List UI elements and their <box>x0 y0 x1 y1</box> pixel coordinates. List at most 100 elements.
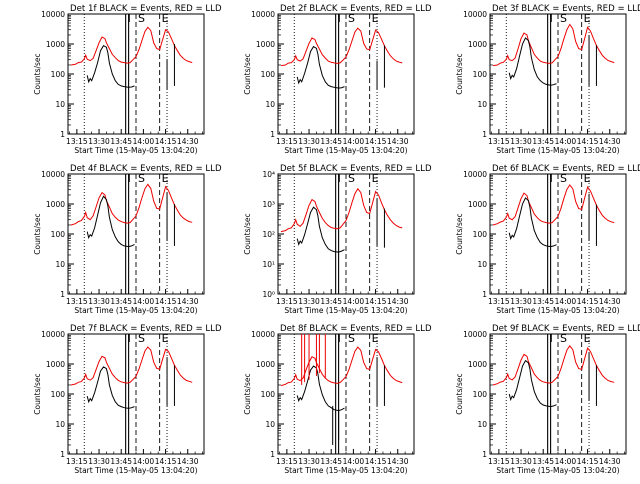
marker-label: I <box>128 172 131 185</box>
y-tick-label: 100 <box>51 230 66 239</box>
events-curve <box>508 197 557 248</box>
x-tick-label: 13:30 <box>510 297 532 306</box>
x-axis-label: Start Time (15-May-05 13:04:20) <box>74 306 197 315</box>
y-tick-label: 1000 <box>46 360 65 369</box>
x-tick-label: 14:15 <box>365 137 387 146</box>
x-tick-label: 13:30 <box>510 137 532 146</box>
y-tick-label: 10000 <box>463 330 487 339</box>
y-tick-label: 10 <box>265 100 275 109</box>
lld-curve <box>70 346 193 386</box>
x-tick-label: 14:30 <box>387 457 409 466</box>
marker-label: I <box>338 332 341 345</box>
y-axis-label: Counts/sec <box>33 53 42 94</box>
x-tick-label: 14:00 <box>343 137 365 146</box>
lld-curve <box>280 27 403 67</box>
x-tick-label: 14:15 <box>155 137 177 146</box>
panel-title: Det 7f BLACK = Events, RED = LLD <box>70 324 222 334</box>
y-axis-label: Counts/sec <box>243 213 252 254</box>
panel-6: Det 6f BLACK = Events, RED = LLD 1 10 100 10… <box>455 164 640 315</box>
marker-label: S <box>138 172 145 185</box>
x-axis-label: Start Time (15-May-05 13:04:20) <box>496 146 619 155</box>
y-tick-label: 1000 <box>468 200 487 209</box>
y-tick-label: 10000 <box>251 10 275 19</box>
x-axis-label: Start Time (15-May-05 13:04:20) <box>496 466 619 475</box>
y-tick-label: 100 <box>261 390 276 399</box>
x-tick-label: 13:45 <box>320 137 342 146</box>
y-tick-label: 1000 <box>46 200 65 209</box>
x-tick-label: 14:15 <box>365 457 387 466</box>
events-curve <box>508 359 557 408</box>
lld-curve <box>70 183 193 226</box>
x-tick-label: 13:15 <box>276 297 298 306</box>
x-tick-label: 13:15 <box>66 457 88 466</box>
marker-label: I <box>128 332 131 345</box>
x-tick-label: 13:45 <box>110 297 132 306</box>
x-tick-label: 14:30 <box>177 297 199 306</box>
y-tick-label: 10000 <box>463 170 487 179</box>
x-tick-label: 14:00 <box>133 297 155 306</box>
events-curve <box>86 366 135 409</box>
x-tick-label: 13:30 <box>298 137 320 146</box>
panel-3: Det 3f BLACK = Events, RED = LLD 1 10 100 10… <box>455 4 640 155</box>
x-tick-label: 14:00 <box>555 297 577 306</box>
events-curve <box>296 365 345 412</box>
y-tick-label: 1000 <box>256 40 275 49</box>
x-axis-label: Start Time (15-May-05 13:04:20) <box>284 466 407 475</box>
x-tick-label: 13:45 <box>110 457 132 466</box>
marker-label: I <box>550 172 553 185</box>
x-axis-label: Start Time (15-May-05 13:04:20) <box>74 466 197 475</box>
marker-label: E <box>162 12 169 25</box>
y-axis-label: Counts/sec <box>455 53 464 94</box>
panel-title: Det 9f BLACK = Events, RED = LLD <box>492 324 640 334</box>
panel-5: Det 5f BLACK = Events, RED = LLD 10⁰ 10¹ 10… <box>243 164 432 315</box>
x-tick-label: 14:30 <box>177 137 199 146</box>
y-tick-label: 10 <box>477 260 487 269</box>
y-tick-label: 100 <box>473 390 488 399</box>
marker-label: E <box>372 12 379 25</box>
lld-curve <box>492 184 615 226</box>
x-axis-label: Start Time (15-May-05 13:04:20) <box>496 306 619 315</box>
marker-label: E <box>162 332 169 345</box>
marker-label: I <box>338 12 341 25</box>
y-tick-label: 1 <box>270 450 275 459</box>
marker-label: S <box>138 12 145 25</box>
marker-label: E <box>372 332 379 345</box>
x-tick-label: 13:30 <box>88 297 110 306</box>
marker-label: E <box>584 12 591 25</box>
y-tick-label: 1000 <box>46 40 65 49</box>
x-tick-label: 14:30 <box>387 297 409 306</box>
y-axis-label: Counts/sec <box>33 213 42 254</box>
y-axis-label: Counts/sec <box>243 373 252 414</box>
y-tick-label: 1000 <box>468 40 487 49</box>
lld-curve <box>492 23 615 67</box>
x-axis-label: Start Time (15-May-05 13:04:20) <box>74 146 197 155</box>
y-tick-label: 100 <box>473 70 488 79</box>
y-tick-label: 10⁴ <box>262 170 275 179</box>
y-tick-label: 1000 <box>468 360 487 369</box>
x-tick-label: 14:00 <box>133 137 155 146</box>
marker-label: I <box>338 172 341 185</box>
panel-4: Det 4f BLACK = Events, RED = LLD 1 10 100 10… <box>33 164 222 315</box>
marker-label: E <box>162 172 169 185</box>
x-tick-label: 13:45 <box>532 457 554 466</box>
x-tick-label: 14:30 <box>599 297 621 306</box>
panel-title: Det 2f BLACK = Events, RED = LLD <box>280 4 432 14</box>
y-axis-label: Counts/sec <box>455 373 464 414</box>
x-tick-label: 13:15 <box>488 137 510 146</box>
y-tick-label: 100 <box>261 70 276 79</box>
lld-curve <box>70 26 193 66</box>
y-tick-label: 10⁰ <box>262 290 275 299</box>
panel-title: Det 3f BLACK = Events, RED = LLD <box>492 4 640 14</box>
y-tick-label: 100 <box>51 70 66 79</box>
x-tick-label: 13:15 <box>66 297 88 306</box>
panel-title: Det 8f BLACK = Events, RED = LLD <box>280 324 432 334</box>
panel-title: Det 1f BLACK = Events, RED = LLD <box>70 4 222 14</box>
x-tick-label: 14:00 <box>343 297 365 306</box>
marker-label: E <box>584 332 591 345</box>
events-curve <box>296 45 345 89</box>
x-tick-label: 14:15 <box>155 297 177 306</box>
marker-label: I <box>550 12 553 25</box>
x-tick-label: 14:15 <box>577 297 599 306</box>
y-tick-label: 10000 <box>41 10 65 19</box>
